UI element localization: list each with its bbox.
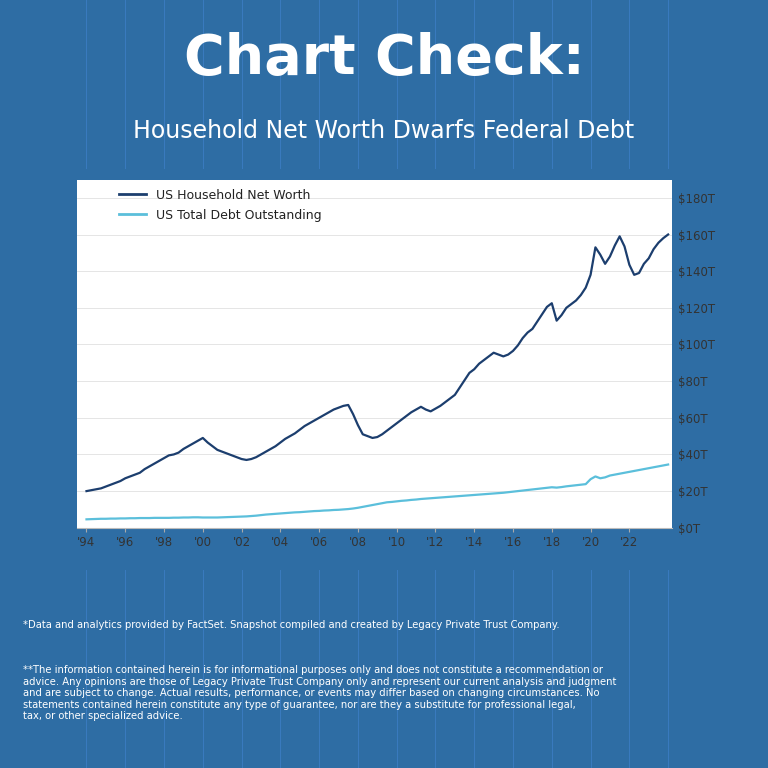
Text: **The information contained herein is for informational purposes only and does n: **The information contained herein is fo… (23, 665, 617, 721)
Text: Household Net Worth Dwarfs Federal Debt: Household Net Worth Dwarfs Federal Debt (134, 119, 634, 143)
Text: Chart Check:: Chart Check: (184, 31, 584, 86)
Text: *Data and analytics provided by FactSet. Snapshot compiled and created by Legacy: *Data and analytics provided by FactSet.… (23, 620, 560, 630)
Legend: US Household Net Worth, US Total Debt Outstanding: US Household Net Worth, US Total Debt Ou… (119, 189, 322, 221)
